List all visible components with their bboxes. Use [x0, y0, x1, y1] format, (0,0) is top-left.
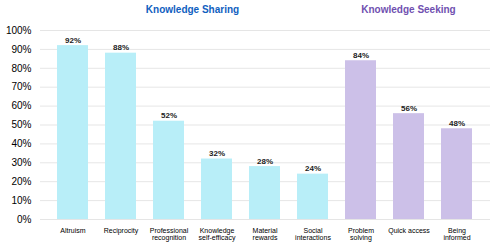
svg-text:Quick access: Quick access	[388, 227, 430, 235]
svg-text:Reciprocity: Reciprocity	[104, 227, 139, 235]
svg-text:48%: 48%	[449, 119, 465, 128]
svg-text:20%: 20%	[11, 176, 31, 187]
svg-text:100%: 100%	[6, 25, 32, 36]
svg-text:Materialrewards: Materialrewards	[253, 227, 278, 241]
svg-text:50%: 50%	[11, 119, 31, 130]
svg-text:Professionalrecognition: Professionalrecognition	[150, 227, 189, 242]
svg-text:Knowledge Seeking: Knowledge Seeking	[361, 4, 455, 15]
svg-text:10%: 10%	[11, 195, 31, 206]
svg-text:0%: 0%	[17, 214, 32, 225]
svg-text:52%: 52%	[161, 111, 177, 120]
svg-text:Problemsolving: Problemsolving	[348, 227, 374, 242]
svg-text:60%: 60%	[11, 100, 31, 111]
svg-text:40%: 40%	[11, 138, 31, 149]
svg-text:Altruism: Altruism	[60, 227, 85, 234]
svg-text:88%: 88%	[113, 43, 129, 52]
svg-text:Beinginformed: Beinginformed	[443, 227, 470, 241]
svg-text:28%: 28%	[257, 157, 273, 166]
svg-text:32%: 32%	[209, 149, 225, 158]
svg-text:Knowledge Sharing: Knowledge Sharing	[146, 4, 239, 15]
svg-text:80%: 80%	[11, 63, 31, 74]
svg-text:30%: 30%	[11, 157, 31, 168]
svg-text:92%: 92%	[65, 36, 81, 45]
svg-text:90%: 90%	[11, 44, 31, 55]
svg-text:70%: 70%	[11, 81, 31, 92]
svg-text:56%: 56%	[401, 104, 417, 113]
svg-text:24%: 24%	[305, 164, 321, 173]
svg-text:84%: 84%	[353, 51, 369, 60]
svg-text:Knowledgeself-efficacy: Knowledgeself-efficacy	[199, 227, 236, 242]
svg-text:Socialinteractions: Socialinteractions	[295, 227, 331, 241]
